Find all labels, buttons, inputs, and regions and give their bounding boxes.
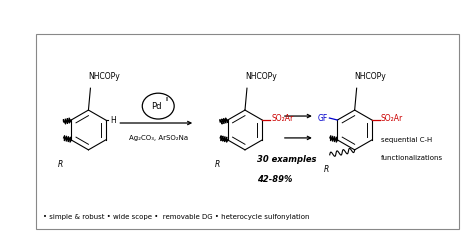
Text: H: H <box>111 116 117 124</box>
Text: Ag₂CO₃, ArSO₂Na: Ag₂CO₃, ArSO₂Na <box>128 135 188 141</box>
Text: II: II <box>165 97 169 102</box>
Text: NHCOPy: NHCOPy <box>89 72 120 81</box>
Text: 30 examples: 30 examples <box>257 155 317 164</box>
Text: functionalizations: functionalizations <box>381 155 443 161</box>
Bar <box>36 33 459 229</box>
Text: R: R <box>214 160 219 169</box>
Text: GF: GF <box>317 114 328 123</box>
Text: NHCOPy: NHCOPy <box>355 72 386 81</box>
Text: sequential C-H: sequential C-H <box>381 137 432 143</box>
Text: Pd: Pd <box>151 102 162 111</box>
Text: • simple & robust • wide scope •  removable DG • heterocycle sulfonylation: • simple & robust • wide scope • removab… <box>43 215 309 220</box>
Ellipse shape <box>142 93 174 119</box>
Text: SO₂Ar: SO₂Ar <box>271 114 293 123</box>
Text: SO₂Ar: SO₂Ar <box>381 114 403 123</box>
Text: R: R <box>324 165 329 174</box>
Text: 42-89%: 42-89% <box>257 175 292 184</box>
Text: NHCOPy: NHCOPy <box>245 72 277 81</box>
Text: R: R <box>58 160 63 169</box>
